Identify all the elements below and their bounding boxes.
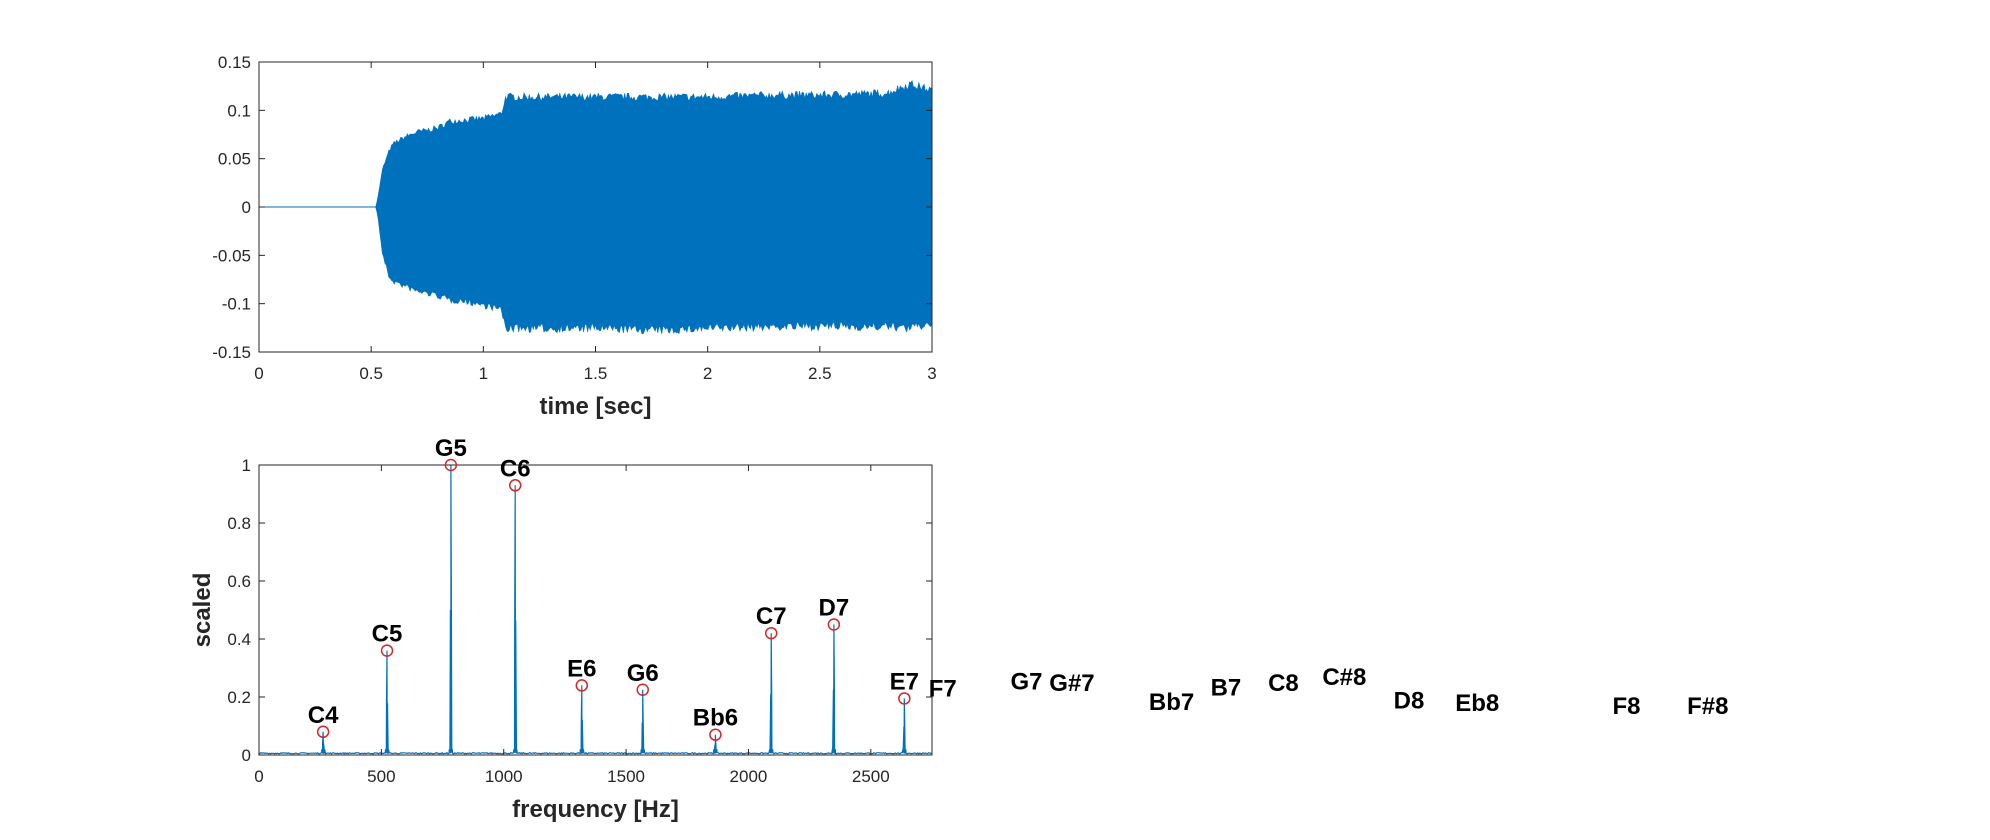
waveform-envelope — [375, 79, 933, 335]
note-label-out-of-range: C#8 — [1322, 664, 1366, 691]
y-tick-label: 1 — [242, 456, 251, 475]
spectrum-y-ticks: 0 0.2 0.4 0.6 0.8 1 — [227, 456, 932, 765]
peak-note-label: G6 — [627, 660, 659, 687]
peak-marker — [508, 479, 522, 492]
peak-note-label: E6 — [567, 655, 596, 682]
spectrum-axes-frame — [258, 464, 933, 756]
note-label-out-of-range: B7 — [1211, 674, 1242, 701]
x-tick-label: 2000 — [730, 767, 768, 786]
peak-note-label: C6 — [500, 455, 531, 482]
y-tick-label: 0.15 — [218, 53, 251, 72]
peak-marker — [898, 692, 911, 705]
time-x-axis-label: time [sec] — [539, 393, 651, 420]
x-tick-label: 1 — [479, 364, 488, 383]
y-tick-label: 0.05 — [218, 150, 251, 169]
x-tick-label: 2 — [703, 364, 712, 383]
note-label-out-of-range: C8 — [1268, 670, 1299, 697]
y-tick-label: -0.1 — [222, 295, 251, 314]
peak-marker — [444, 458, 458, 472]
peak-marker — [827, 618, 841, 631]
x-tick-label: 3 — [927, 364, 936, 383]
note-label-out-of-range: Eb8 — [1455, 690, 1499, 717]
x-tick-label: 0 — [254, 767, 263, 786]
peak-marker — [764, 626, 778, 640]
spectrum-axes: 0 500 1000 1500 2000 2500 0 0.2 0.4 0.6 0.8 1 freq… — [189, 435, 1728, 823]
peak-marker — [380, 644, 394, 657]
y-tick-label: 0.6 — [227, 572, 251, 591]
y-tick-label: 0 — [242, 746, 251, 765]
y-tick-label: 0.2 — [227, 688, 251, 707]
y-tick-label: 0.1 — [227, 101, 251, 120]
peak-marker — [636, 683, 649, 696]
time-domain-axes: 0 0.5 1 1.5 2 2.5 3 -0.15 -0.1 -0.05 0 0.05 0.1 0.15… — [212, 53, 936, 420]
x-tick-label: 1000 — [485, 767, 523, 786]
y-tick-label: 0.4 — [227, 630, 251, 649]
spectrum-x-axis-label: frequency [Hz] — [512, 796, 679, 823]
spectrum-line — [258, 464, 932, 755]
note-label-out-of-range: G7 — [1010, 668, 1042, 695]
peak-note-label: G5 — [435, 435, 467, 462]
note-label-out-of-range: F7 — [929, 676, 957, 703]
note-label-out-of-range: D8 — [1394, 687, 1425, 714]
peak-note-label: C7 — [756, 603, 787, 630]
x-tick-label: 500 — [367, 767, 395, 786]
x-tick-label: 2.5 — [808, 364, 832, 383]
peak-note-label: Bb6 — [693, 705, 738, 732]
x-tick-label: 2500 — [852, 767, 890, 786]
note-label-out-of-range: F8 — [1613, 693, 1641, 720]
note-label-out-of-range: G#7 — [1049, 670, 1094, 697]
peak-note-label: E7 — [890, 668, 919, 695]
y-tick-label: -0.05 — [212, 246, 251, 265]
peak-marker — [575, 679, 589, 692]
y-tick-label: -0.15 — [212, 343, 251, 362]
x-tick-label: 1.5 — [584, 364, 608, 383]
x-tick-label: 1500 — [607, 767, 645, 786]
spectrum-y-axis-label: scaled — [189, 573, 216, 648]
x-tick-label: 0 — [254, 364, 263, 383]
peak-annotations: C4 C5 G5 C6 E6 G6 Bb6 C7 D7 E7 F7 G7 G#7 Bb7 B7 C8 C#8 D8… — [308, 435, 1728, 741]
peak-marker — [709, 728, 722, 741]
peak-note-label: C5 — [372, 621, 403, 648]
time-y-ticks: -0.15 -0.1 -0.05 0 0.05 0.1 0.15 — [212, 53, 932, 362]
peak-note-label: D7 — [819, 595, 850, 622]
y-tick-label: 0.8 — [227, 514, 251, 533]
spectrum-x-ticks: 0 500 1000 1500 2000 2500 — [254, 465, 890, 786]
note-label-out-of-range: Bb7 — [1149, 689, 1194, 716]
note-label-out-of-range: F#8 — [1687, 693, 1728, 720]
waveform-area — [259, 79, 933, 335]
spectrum-plot — [258, 464, 932, 755]
time-x-ticks: 0 0.5 1 1.5 2 2.5 3 — [254, 62, 937, 383]
peak-marker — [316, 725, 330, 739]
y-tick-label: 0 — [242, 198, 251, 217]
peak-note-label: C4 — [308, 702, 339, 729]
x-tick-label: 0.5 — [359, 364, 383, 383]
